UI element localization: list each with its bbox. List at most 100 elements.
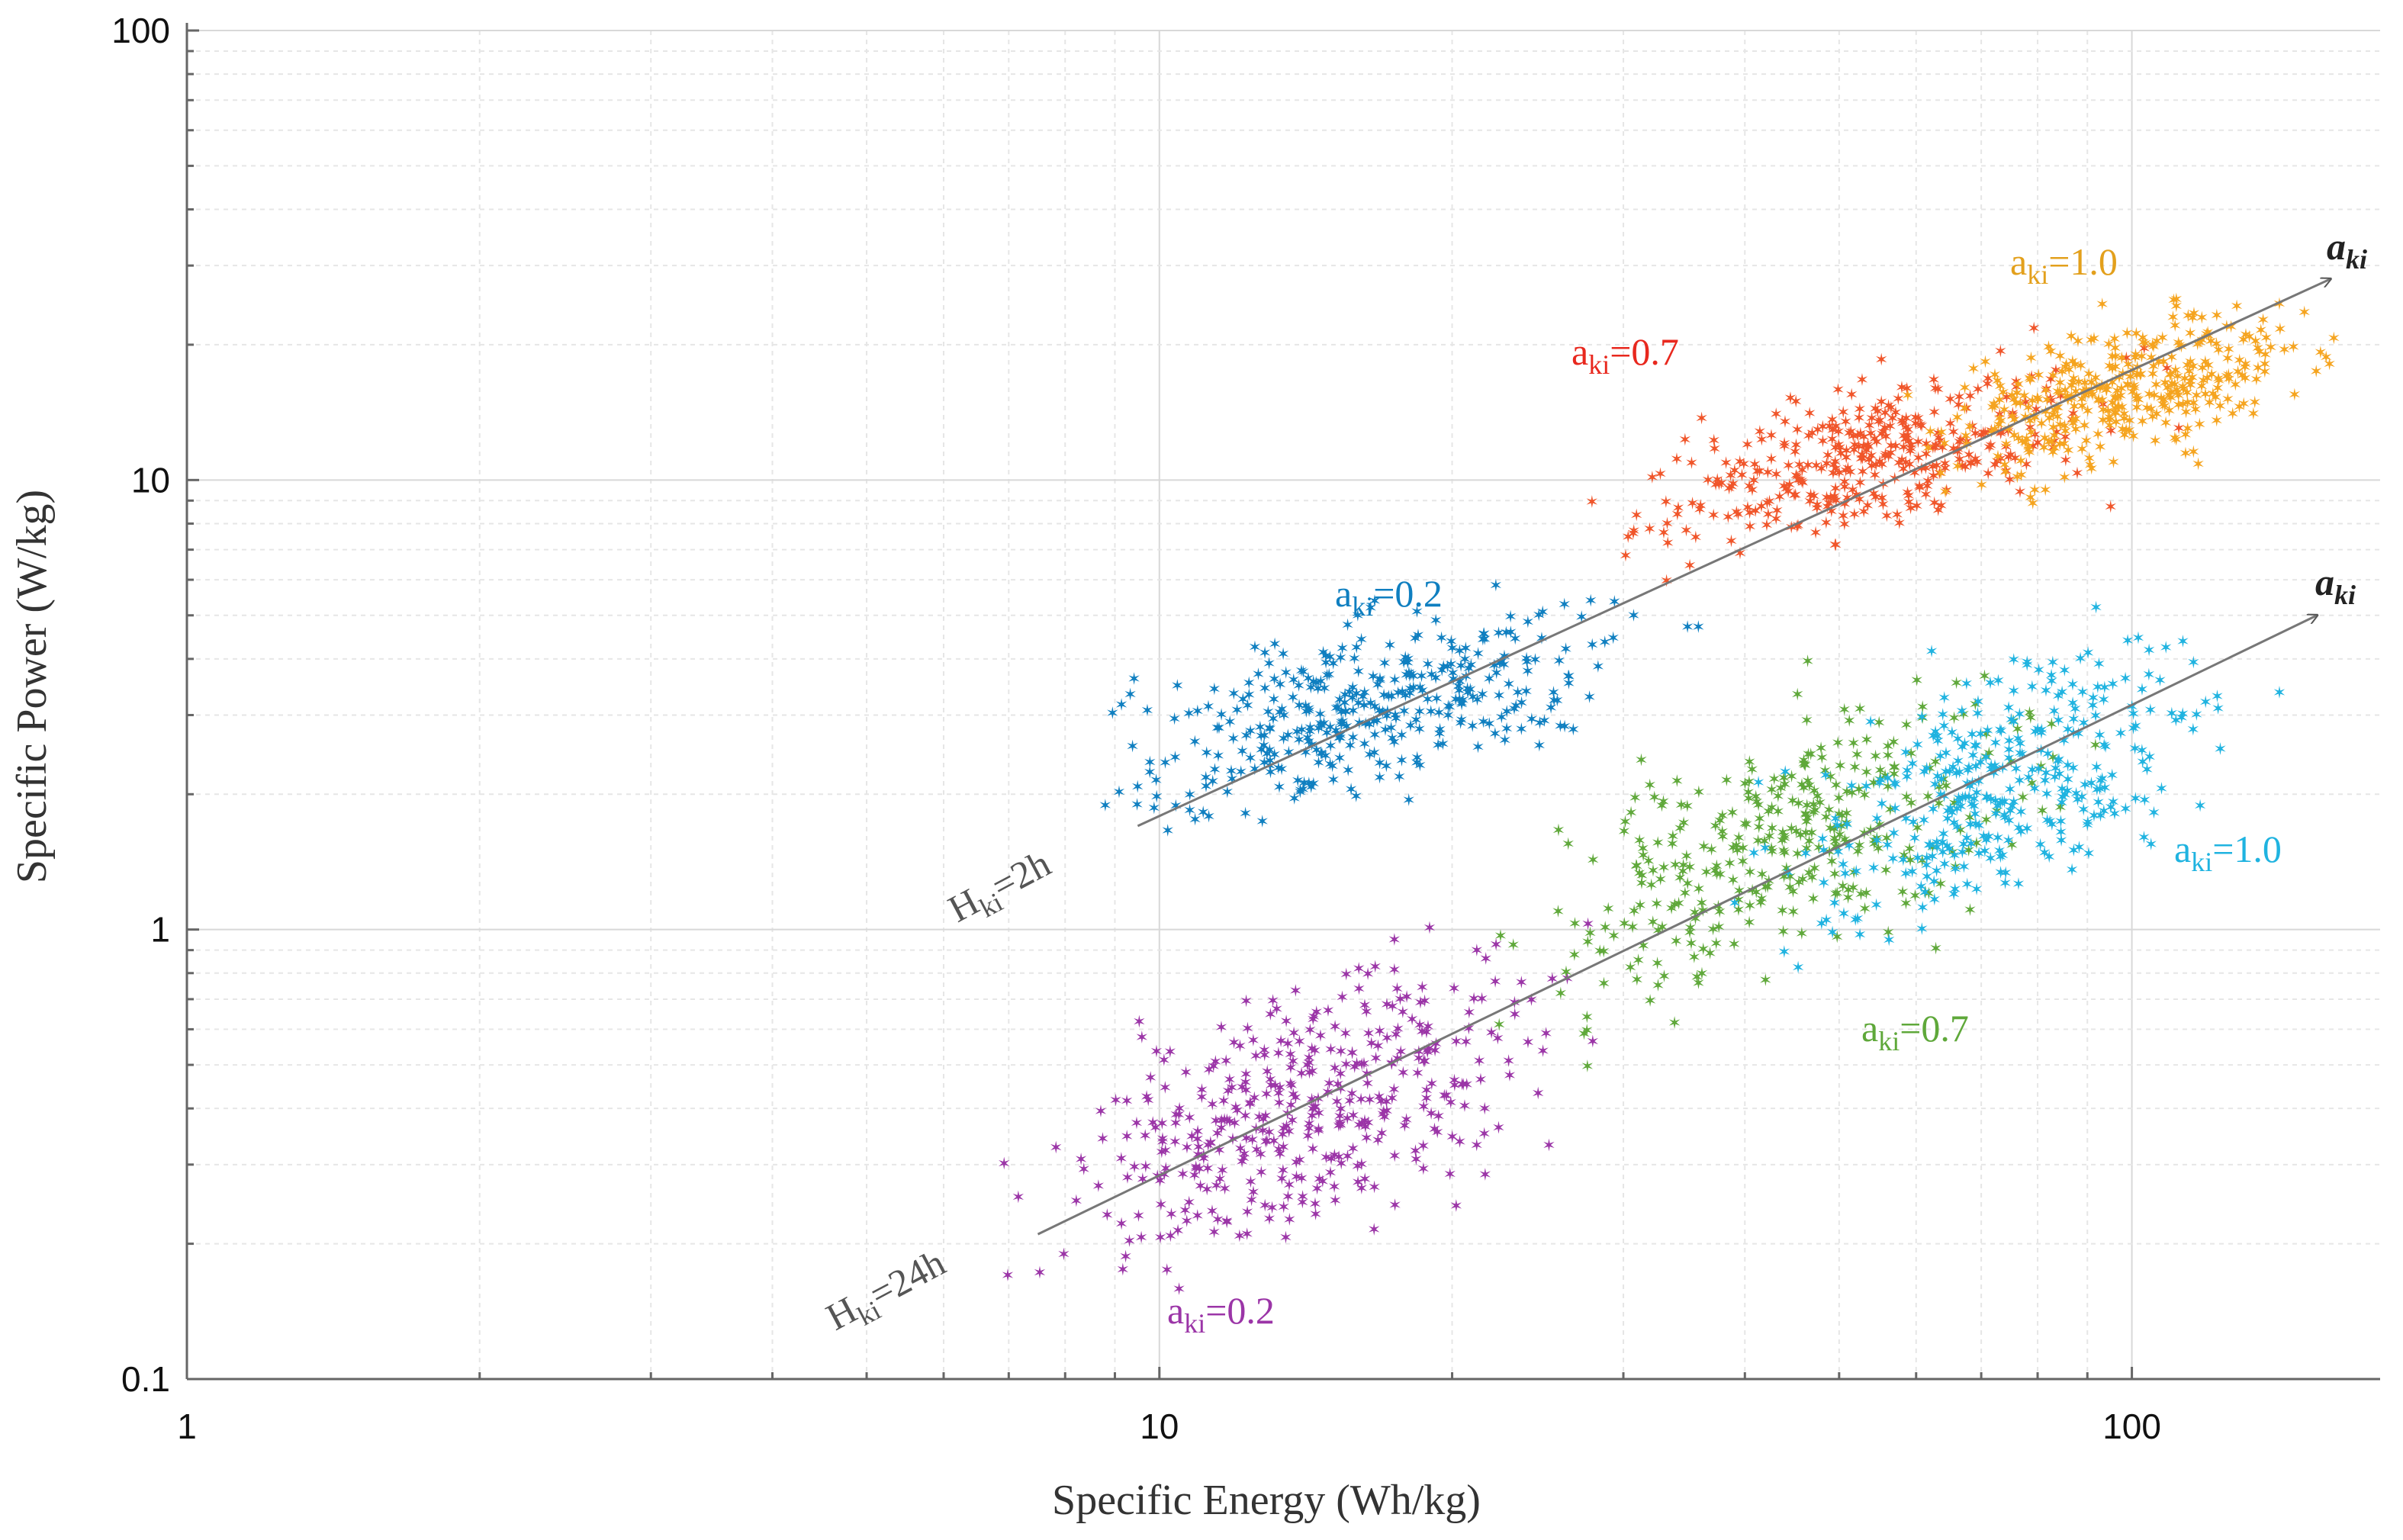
- data-point: ✶: [1375, 1106, 1389, 1125]
- data-point: ✶: [2120, 324, 2134, 343]
- data-point: ✶: [1799, 805, 1813, 824]
- data-point: ✶: [1645, 914, 1659, 933]
- data-point: ✶: [2024, 709, 2038, 728]
- data-point: ✶: [1796, 474, 1809, 494]
- data-point: ✶: [1783, 879, 1797, 898]
- data-point: ✶: [2148, 432, 2162, 451]
- data-point: ✶: [1118, 1248, 1132, 1267]
- data-point: ✶: [1299, 702, 1313, 722]
- data-point: ✶: [2089, 737, 2102, 756]
- data-point: ✶: [1544, 699, 1558, 719]
- data-point: ✶: [1665, 900, 1678, 919]
- data-point: ✶: [1823, 768, 1837, 787]
- data-point: ✶: [2057, 662, 2071, 681]
- data-point: ✶: [2186, 309, 2199, 328]
- data-point: ✶: [1755, 431, 1768, 450]
- data-point: ✶: [2040, 812, 2054, 831]
- data-point: ✶: [1276, 1162, 1290, 1181]
- data-point: ✶: [1279, 1117, 1293, 1137]
- data-point: ✶: [1807, 783, 1821, 802]
- data-point: ✶: [1321, 1001, 1335, 1021]
- data-point: ✶: [1348, 1059, 1362, 1078]
- data-point: ✶: [1657, 859, 1671, 878]
- data-point: ✶: [1823, 819, 1837, 838]
- data-point: ✶: [1443, 1165, 1457, 1185]
- data-point: ✶: [1673, 870, 1687, 889]
- data-point: ✶: [2025, 774, 2038, 793]
- data-point: ✶: [1777, 844, 1791, 863]
- data-point: ✶: [1225, 1079, 1239, 1098]
- data-point: ✶: [1957, 735, 1971, 754]
- data-point: ✶: [1431, 1108, 1445, 1127]
- data-point: ✶: [1789, 823, 1803, 842]
- data-point: ✶: [1778, 413, 1792, 432]
- data-point: ✶: [2064, 327, 2078, 346]
- data-point: ✶: [2147, 804, 2160, 823]
- data-point: ✶: [1167, 710, 1181, 729]
- data-point: ✶: [2091, 678, 2105, 697]
- data-point: ✶: [2035, 802, 2049, 821]
- data-point: ✶: [1960, 675, 1974, 694]
- data-point: ✶: [1433, 725, 1446, 744]
- data-point: ✶: [1908, 887, 1922, 906]
- data-point: ✶: [1358, 1170, 1372, 1189]
- data-point: ✶: [1377, 1103, 1391, 1122]
- data-point: ✶: [1963, 809, 1977, 828]
- data-point: ✶: [1472, 1053, 1486, 1072]
- data-point: ✶: [1775, 831, 1789, 850]
- data-point: ✶: [1160, 821, 1174, 841]
- data-point: ✶: [1333, 691, 1346, 710]
- data-point: ✶: [1851, 843, 1864, 862]
- data-point: ✶: [1713, 903, 1726, 922]
- data-point: ✶: [1236, 691, 1250, 710]
- data-point: ✶: [1361, 965, 1375, 984]
- data-point: ✶: [1621, 528, 1635, 547]
- data-point: ✶: [1791, 959, 1805, 978]
- data-point: ✶: [1471, 645, 1485, 664]
- data-point: ✶: [1598, 634, 1612, 653]
- data-point: ✶: [1801, 746, 1815, 765]
- data-point: ✶: [1623, 959, 1637, 978]
- data-point: ✶: [1237, 1149, 1250, 1169]
- data-point: ✶: [1263, 1005, 1277, 1024]
- data-point: ✶: [1099, 797, 1112, 816]
- data-point: ✶: [1332, 1117, 1346, 1136]
- data-point: ✶: [1180, 1212, 1194, 1231]
- data-point: ✶: [1343, 1092, 1356, 1111]
- data-point: ✶: [1344, 781, 1358, 800]
- data-point: ✶: [1335, 989, 1349, 1008]
- data-point: ✶: [1775, 902, 1789, 921]
- data-point: ✶: [1214, 1111, 1228, 1130]
- data-point: ✶: [1322, 1075, 1336, 1094]
- data-point: ✶: [1350, 1157, 1364, 1176]
- data-point: ✶: [1666, 828, 1680, 847]
- data-point: ✶: [2273, 684, 2286, 703]
- data-point: ✶: [1478, 1166, 1492, 1185]
- data-point: ✶: [2006, 682, 2020, 701]
- data-point: ✶: [1250, 1141, 1263, 1160]
- cluster-label: aki=0.2: [1335, 572, 1443, 622]
- data-point: ✶: [1276, 645, 1290, 664]
- data-point: ✶: [1328, 1059, 1342, 1079]
- data-point: ✶: [1259, 1085, 1273, 1104]
- data-point: ✶: [2089, 599, 2102, 618]
- data-point: ✶: [1285, 1077, 1298, 1096]
- data-point: ✶: [1829, 776, 1843, 796]
- data-point: ✶: [1631, 951, 1645, 970]
- data-point: ✶: [1444, 1094, 1458, 1113]
- data-point: ✶: [1263, 741, 1276, 760]
- data-point: ✶: [1263, 719, 1276, 738]
- data-point: ✶: [1655, 797, 1668, 816]
- data-point: ✶: [1437, 1087, 1451, 1106]
- data-point: ✶: [1255, 813, 1269, 832]
- data-point: ✶: [1626, 606, 1640, 625]
- data-point: ✶: [1449, 1198, 1463, 1217]
- data-point: ✶: [1642, 776, 1656, 796]
- data-point: ✶: [2007, 793, 2021, 812]
- data-point: ✶: [1219, 1052, 1233, 1071]
- data-point: ✶: [1153, 1229, 1167, 1248]
- data-point: ✶: [1275, 1126, 1289, 1145]
- data-point: ✶: [1395, 727, 1408, 746]
- data-point: ✶: [1327, 1146, 1341, 1165]
- data-point: ✶: [1827, 820, 1841, 839]
